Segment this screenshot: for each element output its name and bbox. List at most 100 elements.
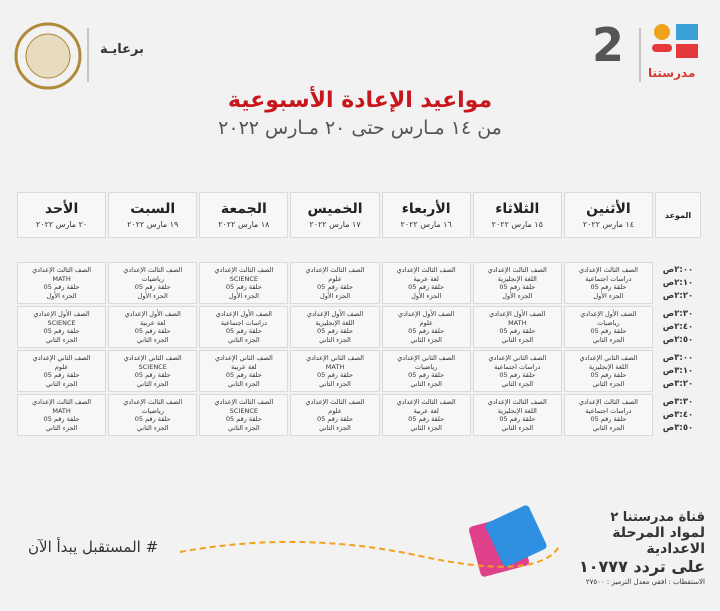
- program-line: حلقة رقم 05: [317, 327, 353, 335]
- program-cell: الصف الثالث الإعدادي دراسات اجتماعية حلقة …: [564, 263, 652, 303]
- program-cell: الصف الثاني الإعدادي MATH حلقة رقم 05 الجزء…: [291, 351, 379, 391]
- program-line: علوم: [328, 406, 342, 415]
- time-label: ٢:٥٠ص: [662, 334, 694, 345]
- program-line: الجزء الأول: [319, 291, 351, 300]
- program-cell: الصف الثاني الإعدادي رياضيات حلقة رقم 05 ال…: [382, 351, 470, 391]
- program-line: الجزء الثاني: [410, 423, 442, 432]
- program-line: حلقة رقم 05: [134, 283, 171, 291]
- program-line: حلقة رقم 05: [408, 415, 445, 423]
- program-line: حلقة رقم 05: [43, 327, 80, 335]
- program-cell: الصف الأول الإعدادي SCIENCE حلقة رقم 05 الج…: [18, 307, 106, 347]
- program-line: الصف الثاني الإعدادي: [32, 354, 91, 362]
- program-line: الصف الثالث الإعدادي: [305, 398, 365, 406]
- day-header: الثلاثاء ١٥ مارس ٢٠٢٢: [473, 193, 561, 237]
- program-line: حلقة رقم 05: [225, 327, 262, 335]
- channel-info: قناة مدرستنا ٢ لمواد المرحلة الاعدادية على…: [560, 510, 705, 586]
- program-line: حلقة رقم 05: [408, 327, 445, 335]
- program-line: الجزء الثاني: [410, 379, 442, 388]
- time-cell: ٣:٠٠ص ٣:١٠ص ٣:٢٠ص: [656, 351, 700, 391]
- day-name: الأربعاء: [401, 201, 451, 217]
- program-line: علوم: [54, 362, 69, 371]
- time-label: ٣:٠٠ص: [662, 352, 694, 363]
- day-name: الجمعة: [220, 201, 267, 217]
- program-line: حلقة رقم 05: [499, 415, 536, 423]
- channel-line: لمواد المرحلة الاعدادية: [612, 525, 705, 557]
- logo-box: [676, 24, 698, 40]
- program-line: MATH: [325, 362, 345, 371]
- program-line: الجزء الثاني: [45, 379, 78, 388]
- day-date: ١٤ مارس ٢٠٢٢: [582, 220, 635, 229]
- program-cell: الصف الثالث الإعدادي MATH حلقة رقم 05 الجزء…: [18, 263, 106, 303]
- day-header: السبت ١٩ مارس ٢٠٢٢: [109, 193, 197, 237]
- time-cell: ٢:٠٠ص ٢:١٠ص ٢:٢٠ص: [656, 263, 700, 303]
- program-line: حلقة رقم 05: [317, 283, 353, 291]
- ministry-emblem-inner: [25, 33, 71, 79]
- sponsor: برعايـة: [100, 42, 144, 57]
- logo-bar: [652, 44, 672, 52]
- program-cell: الصف الثالث الإعدادي لغة عربية حلقة رقم 05…: [382, 263, 470, 303]
- time-cell: ٣:٣٠ص ٣:٤٠ص ٣:٥٠ص: [656, 395, 700, 435]
- program-line: SCIENCE: [138, 362, 167, 371]
- program-line: الصف الثاني الإعدادي: [306, 354, 364, 362]
- program-line: حلقة رقم 05: [590, 415, 627, 423]
- day-header: الأثنين ١٤ مارس ٢٠٢٢: [564, 193, 652, 237]
- time-cell: ٢:٣٠ص ٢:٤٠ص ٢:٥٠ص: [656, 307, 700, 347]
- program-line: اللغة الإنجليزية: [497, 274, 537, 283]
- day-date: ٢٠ مارس ٢٠٢٢: [35, 220, 88, 229]
- program-line: حلقة رقم 05: [134, 415, 171, 423]
- day-name: السبت: [130, 201, 176, 217]
- slogan: # المستقبل يبدأ الآن: [28, 538, 159, 556]
- program-line: الجزء الثاني: [501, 423, 534, 432]
- program-line: الجزء الثاني: [319, 335, 351, 344]
- book-icon: [485, 505, 547, 567]
- channel-line: الاستقطاب : افقي معدل الترميز : ٢٧٥٠٠: [585, 578, 705, 586]
- program-line: الجزء الأول: [593, 291, 624, 300]
- program-line: الجزء الثاني: [228, 335, 260, 344]
- program-line: الصف الأول الإعدادي: [124, 310, 181, 318]
- program-line: حلقة رقم 05: [590, 283, 627, 291]
- program-line: الصف الثالث الإعدادي: [578, 398, 638, 406]
- program-line: الجزء الثاني: [319, 423, 351, 432]
- program-line: الصف الثاني الإعدادي: [579, 354, 638, 362]
- program-line: الصف الثالث الإعدادي: [487, 398, 547, 406]
- program-cell: الصف الأول الإعدادي اللغة الإنجليزية حلقة …: [291, 307, 379, 347]
- program-line: الصف الثالث الإعدادي: [214, 266, 274, 274]
- time-header: الموعد: [656, 193, 700, 237]
- time-label: ٢:١٠ص: [662, 277, 694, 288]
- program-line: حلقة رقم 05: [134, 327, 171, 335]
- time-label: ٣:٥٠ص: [662, 422, 694, 433]
- program-cell: الصف الثاني الإعدادي علوم حلقة رقم 05 الجزء…: [18, 351, 106, 391]
- program-cell: الصف الأول الإعدادي MATH حلقة رقم 05 الجزء …: [473, 307, 561, 347]
- program-line: حلقة رقم 05: [225, 415, 262, 423]
- program-line: الصف الثاني الإعدادي: [123, 354, 182, 362]
- program-line: الجزء الأول: [502, 291, 533, 300]
- program-line: الصف الثالث الإعدادي: [305, 266, 365, 274]
- channel-line: قناة مدرستنا ٢: [610, 510, 705, 525]
- program-line: رياضيات: [141, 274, 164, 283]
- day-name: الأثنين: [586, 201, 631, 217]
- day-header: الأحد ٢٠ مارس ٢٠٢٢: [18, 193, 106, 237]
- program-cell: الصف الثالث الإعدادي SCIENCE حلقة رقم 05 ال…: [200, 263, 288, 303]
- program-cell: الصف الثالث الإعدادي رياضيات حلقة رقم 05 ال…: [109, 395, 197, 435]
- program-line: حلقة رقم 05: [43, 283, 80, 291]
- ministry-emblem: [14, 22, 82, 90]
- program-line: حلقة رقم 05: [225, 371, 262, 379]
- program-line: MATH: [508, 318, 527, 327]
- table-header: الموعد الأثنين ١٤ مارس ٢٠٢٢ الثلاثاء ١٥ مارس…: [14, 189, 704, 241]
- schedule-row: ٣:٣٠ص ٣:٤٠ص ٣:٥٠ص الصف الثالث الإعدادي دراسا…: [18, 395, 700, 435]
- program-line: حلقة رقم 05: [408, 283, 445, 291]
- program-line: حلقة رقم 05: [499, 283, 536, 291]
- program-line: حلقة رقم 05: [499, 327, 536, 335]
- schedule-row: ٢:٣٠ص ٢:٤٠ص ٢:٥٠ص الصف الأول الإعدادي رياضيا…: [18, 307, 700, 347]
- program-line: اللغة الإنجليزية: [588, 362, 628, 371]
- program-line: رياضيات: [414, 362, 438, 371]
- program-line: الجزء الثاني: [136, 335, 169, 344]
- program-line: لغة عربية: [413, 406, 439, 415]
- program-line: حلقة رقم 05: [43, 415, 80, 423]
- program-line: الصف الثالث الإعدادي: [32, 266, 92, 274]
- day-header: الأربعاء ١٦ مارس ٢٠٢٢: [382, 193, 470, 237]
- program-line: الصف الثالث الإعدادي: [487, 266, 547, 274]
- program-line: الجزء الثاني: [45, 423, 78, 432]
- day-name: الأحد: [44, 201, 79, 217]
